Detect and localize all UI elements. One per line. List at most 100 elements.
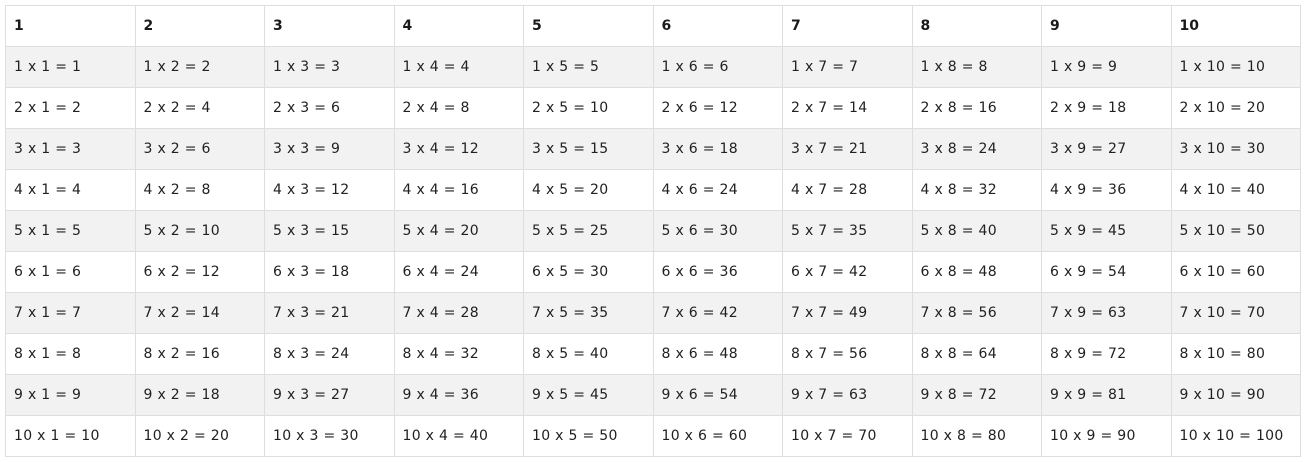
table-cell: 5 x 7 = 35 (782, 210, 913, 252)
table-cell: 3 x 8 = 24 (911, 128, 1042, 170)
table-cell: 2 x 4 = 8 (393, 87, 524, 129)
table-cell: 9 x 3 = 27 (264, 374, 395, 416)
table-cell: 7 x 4 = 28 (393, 292, 524, 334)
table-cell: 3 x 6 = 18 (652, 128, 783, 170)
table-cell: 7 x 1 = 7 (5, 292, 136, 334)
table-cell: 2 x 8 = 16 (911, 87, 1042, 129)
table-cell: 10 x 5 = 50 (523, 415, 654, 457)
table-cell: 3 x 5 = 15 (523, 128, 654, 170)
table-cell: 6 x 3 = 18 (264, 251, 395, 293)
table-cell: 4 x 9 = 36 (1041, 169, 1172, 211)
table-cell: 5 x 5 = 25 (523, 210, 654, 252)
table-cell: 8 x 7 = 56 (782, 333, 913, 375)
table-cell: 7 x 9 = 63 (1041, 292, 1172, 334)
table-cell: 5 x 2 = 10 (134, 210, 265, 252)
column-header: 5 (523, 5, 654, 47)
table-cell: 1 x 9 = 9 (1041, 46, 1172, 88)
table-cell: 1 x 8 = 8 (911, 46, 1042, 88)
table-cell: 5 x 3 = 15 (264, 210, 395, 252)
table-cell: 6 x 9 = 54 (1041, 251, 1172, 293)
column-header: 8 (911, 5, 1042, 47)
table-cell: 10 x 6 = 60 (652, 415, 783, 457)
table-cell: 10 x 9 = 90 (1041, 415, 1172, 457)
column-header: 3 (264, 5, 395, 47)
table-cell: 4 x 4 = 16 (393, 169, 524, 211)
column-header: 2 (134, 5, 265, 47)
table-cell: 9 x 7 = 63 (782, 374, 913, 416)
table-cell: 1 x 7 = 7 (782, 46, 913, 88)
column-header: 1 (5, 5, 136, 47)
column-header: 9 (1041, 5, 1172, 47)
table-cell: 2 x 1 = 2 (5, 87, 136, 129)
table-cell: 10 x 8 = 80 (911, 415, 1042, 457)
table-cell: 6 x 4 = 24 (393, 251, 524, 293)
table-cell: 3 x 10 = 30 (1170, 128, 1301, 170)
table-cell: 5 x 1 = 5 (5, 210, 136, 252)
table-cell: 8 x 9 = 72 (1041, 333, 1172, 375)
table-cell: 4 x 3 = 12 (264, 169, 395, 211)
table-cell: 4 x 2 = 8 (134, 169, 265, 211)
table-cell: 9 x 9 = 81 (1041, 374, 1172, 416)
table-cell: 9 x 1 = 9 (5, 374, 136, 416)
table-cell: 6 x 10 = 60 (1170, 251, 1301, 293)
table-cell: 2 x 5 = 10 (523, 87, 654, 129)
table-cell: 5 x 6 = 30 (652, 210, 783, 252)
table-cell: 1 x 10 = 10 (1170, 46, 1301, 88)
table-cell: 2 x 3 = 6 (264, 87, 395, 129)
table-cell: 1 x 3 = 3 (264, 46, 395, 88)
table-cell: 8 x 1 = 8 (5, 333, 136, 375)
column-header: 10 (1170, 5, 1301, 47)
table-cell: 3 x 7 = 21 (782, 128, 913, 170)
table-cell: 10 x 1 = 10 (5, 415, 136, 457)
column-header: 6 (652, 5, 783, 47)
table-cell: 6 x 5 = 30 (523, 251, 654, 293)
table-cell: 1 x 4 = 4 (393, 46, 524, 88)
table-cell: 9 x 4 = 36 (393, 374, 524, 416)
table-cell: 9 x 6 = 54 (652, 374, 783, 416)
table-cell: 7 x 10 = 70 (1170, 292, 1301, 334)
table-cell: 9 x 2 = 18 (134, 374, 265, 416)
table-cell: 10 x 10 = 100 (1170, 415, 1301, 457)
table-cell: 4 x 5 = 20 (523, 169, 654, 211)
table-cell: 1 x 6 = 6 (652, 46, 783, 88)
table-cell: 7 x 3 = 21 (264, 292, 395, 334)
table-cell: 3 x 1 = 3 (5, 128, 136, 170)
table-cell: 10 x 3 = 30 (264, 415, 395, 457)
table-cell: 6 x 7 = 42 (782, 251, 913, 293)
table-cell: 8 x 10 = 80 (1170, 333, 1301, 375)
table-cell: 9 x 8 = 72 (911, 374, 1042, 416)
table-cell: 8 x 5 = 40 (523, 333, 654, 375)
table-cell: 10 x 7 = 70 (782, 415, 913, 457)
table-cell: 9 x 10 = 90 (1170, 374, 1301, 416)
table-cell: 9 x 5 = 45 (523, 374, 654, 416)
column-header: 4 (393, 5, 524, 47)
table-header: 1 2 3 4 5 6 7 8 9 10 (5, 5, 1301, 47)
table-cell: 2 x 2 = 4 (134, 87, 265, 129)
table-cell: 2 x 10 = 20 (1170, 87, 1301, 129)
table-cell: 7 x 7 = 49 (782, 292, 913, 334)
table-cell: 7 x 8 = 56 (911, 292, 1042, 334)
column-header: 7 (782, 5, 913, 47)
table-cell: 2 x 6 = 12 (652, 87, 783, 129)
table-row: 10 x 1 = 10 10 x 2 = 20 10 x 3 = 30 10 x 4 … (5, 415, 1301, 457)
table-cell: 3 x 2 = 6 (134, 128, 265, 170)
table-cell: 8 x 2 = 16 (134, 333, 265, 375)
table-cell: 2 x 7 = 14 (782, 87, 913, 129)
header-row: 1 2 3 4 5 6 7 8 9 10 (5, 5, 1301, 47)
table-cell: 1 x 1 = 1 (5, 46, 136, 88)
table-cell: 10 x 4 = 40 (393, 415, 524, 457)
table-cell: 5 x 10 = 50 (1170, 210, 1301, 252)
table-cell: 4 x 10 = 40 (1170, 169, 1301, 211)
table-cell: 3 x 9 = 27 (1041, 128, 1172, 170)
table-cell: 1 x 2 = 2 (134, 46, 265, 88)
table-cell: 2 x 9 = 18 (1041, 87, 1172, 129)
table-cell: 10 x 2 = 20 (134, 415, 265, 457)
table-cell: 4 x 8 = 32 (911, 169, 1042, 211)
